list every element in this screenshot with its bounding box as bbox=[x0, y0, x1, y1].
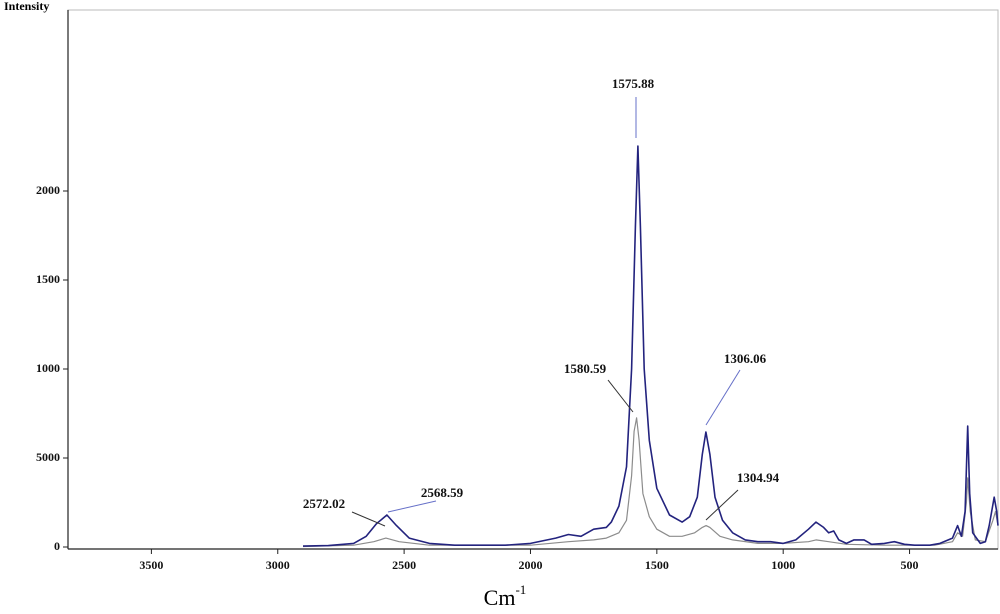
annotation-leader bbox=[351, 511, 386, 527]
annotation-leader bbox=[387, 500, 437, 513]
x-tick-label: 1000 bbox=[771, 558, 795, 572]
plot-frame bbox=[67, 9, 999, 550]
annotation-leader bbox=[607, 379, 634, 413]
x-tick-label: 2000 bbox=[518, 558, 542, 572]
annotation-leader bbox=[705, 489, 739, 521]
y-tick-label: 0 bbox=[54, 539, 60, 553]
spectrum-line bbox=[302, 145, 999, 547]
y-tick-label: 1000 bbox=[36, 361, 60, 375]
annotation: 1304.94 bbox=[737, 470, 780, 485]
x-tick-label: 1500 bbox=[645, 558, 669, 572]
annotation: 2572.02 bbox=[303, 496, 345, 511]
annotation: 1306.06 bbox=[724, 351, 767, 366]
y-tick-label: 1500 bbox=[36, 272, 60, 286]
x-tick-label: 500 bbox=[901, 558, 919, 572]
annotation: 1575.88 bbox=[612, 76, 655, 91]
x-axis-label-base: Cm bbox=[484, 585, 516, 610]
x-axis-label-sup: -1 bbox=[515, 582, 526, 597]
annotation-leader bbox=[705, 369, 741, 426]
spectrum-line bbox=[302, 417, 999, 548]
x-tick-label: 3000 bbox=[266, 558, 290, 572]
x-tick-label: 3500 bbox=[139, 558, 163, 572]
y-tick-label: 5000 bbox=[36, 450, 60, 464]
y-tick-label: 2000 bbox=[36, 183, 60, 197]
annotation: 2568.59 bbox=[421, 485, 464, 500]
x-tick-label: 2500 bbox=[392, 558, 416, 572]
x-axis-label: Cm-1 bbox=[484, 582, 527, 610]
y-axis-label: Intensity bbox=[4, 0, 49, 13]
annotation: 1580.59 bbox=[564, 361, 607, 376]
